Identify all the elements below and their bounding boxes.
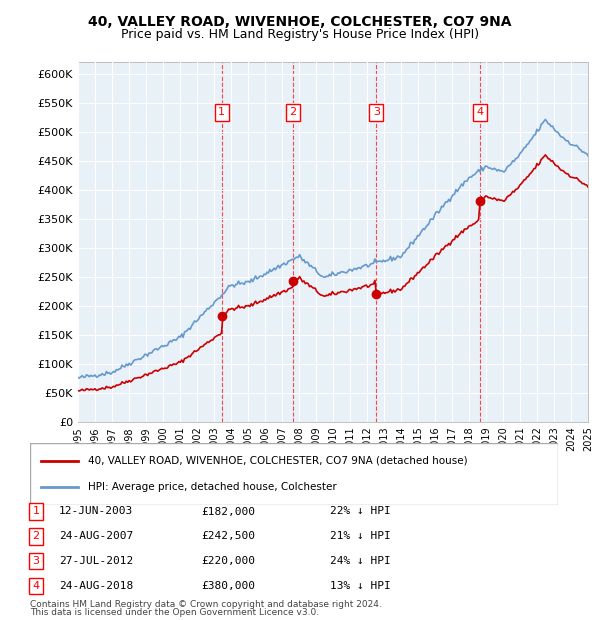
- FancyBboxPatch shape: [30, 443, 558, 505]
- Text: Contains HM Land Registry data © Crown copyright and database right 2024.: Contains HM Land Registry data © Crown c…: [30, 600, 382, 609]
- Text: £182,000: £182,000: [201, 507, 255, 516]
- Text: 27-JUL-2012: 27-JUL-2012: [59, 556, 133, 566]
- Text: 1: 1: [32, 507, 40, 516]
- Text: 3: 3: [373, 107, 380, 117]
- Text: 4: 4: [32, 581, 40, 591]
- Text: 2: 2: [32, 531, 40, 541]
- Text: 24-AUG-2018: 24-AUG-2018: [59, 581, 133, 591]
- Text: 24-AUG-2007: 24-AUG-2007: [59, 531, 133, 541]
- Text: 3: 3: [32, 556, 40, 566]
- Text: 40, VALLEY ROAD, WIVENHOE, COLCHESTER, CO7 9NA (detached house): 40, VALLEY ROAD, WIVENHOE, COLCHESTER, C…: [88, 456, 468, 466]
- Text: £242,500: £242,500: [201, 531, 255, 541]
- Text: 21% ↓ HPI: 21% ↓ HPI: [329, 531, 391, 541]
- Text: 2: 2: [289, 107, 296, 117]
- Text: Price paid vs. HM Land Registry's House Price Index (HPI): Price paid vs. HM Land Registry's House …: [121, 28, 479, 41]
- Text: 40, VALLEY ROAD, WIVENHOE, COLCHESTER, CO7 9NA: 40, VALLEY ROAD, WIVENHOE, COLCHESTER, C…: [88, 16, 512, 30]
- Text: HPI: Average price, detached house, Colchester: HPI: Average price, detached house, Colc…: [88, 482, 337, 492]
- Text: 13% ↓ HPI: 13% ↓ HPI: [329, 581, 391, 591]
- Text: 4: 4: [476, 107, 483, 117]
- Text: This data is licensed under the Open Government Licence v3.0.: This data is licensed under the Open Gov…: [30, 608, 319, 617]
- Text: £380,000: £380,000: [201, 581, 255, 591]
- Text: 22% ↓ HPI: 22% ↓ HPI: [329, 507, 391, 516]
- Text: 1: 1: [218, 107, 225, 117]
- Text: £220,000: £220,000: [201, 556, 255, 566]
- Text: 12-JUN-2003: 12-JUN-2003: [59, 507, 133, 516]
- Text: 24% ↓ HPI: 24% ↓ HPI: [329, 556, 391, 566]
